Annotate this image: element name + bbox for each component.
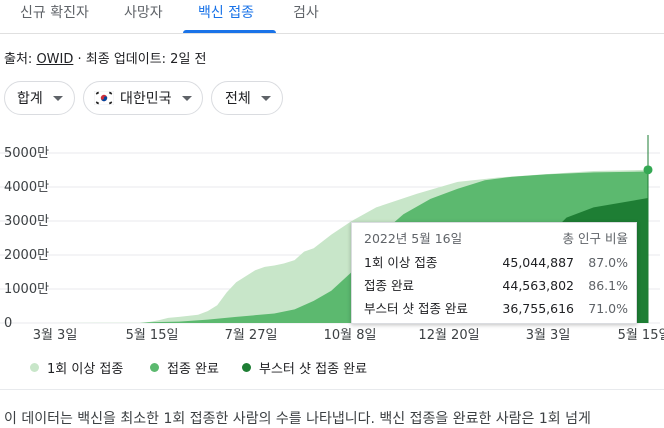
chart-tooltip: 2022년 5월 16일 총 인구 비율 1회 이상 접종 45,044,887…: [351, 222, 637, 324]
chevron-down-icon: [52, 95, 63, 101]
tooltip-row-ratio: 87.0%: [588, 255, 628, 270]
source-link[interactable]: OWID: [36, 52, 74, 67]
chevron-down-icon: [181, 95, 192, 101]
y-tick-label: 5000만: [4, 146, 49, 161]
korea-flag-icon: [94, 91, 114, 105]
y-tick-label: 4000만: [4, 180, 49, 195]
y-tick-label: 0: [4, 316, 12, 331]
tooltip-row-value: 36,755,616: [502, 301, 574, 316]
tooltip-row-value: 44,563,802: [502, 278, 574, 293]
tooltip-row-ratio: 71.0%: [588, 301, 628, 316]
tab-deaths[interactable]: 사망자: [124, 5, 163, 21]
tab-new-cases[interactable]: 신규 확진자: [20, 5, 89, 21]
filter-total-dropdown[interactable]: 합계: [4, 81, 75, 115]
active-tab-indicator: [183, 30, 276, 33]
hover-point-marker: [643, 165, 653, 175]
divider: [0, 389, 664, 390]
x-tick-label: 3월 3일: [526, 328, 571, 343]
tooltip-row-label: 1회 이상 접종: [364, 255, 438, 270]
x-tick-label: 7월 27일: [225, 328, 278, 343]
tooltip-row-label: 접종 완료: [364, 278, 414, 293]
legend-item-fully-vaccinated[interactable]: 접종 완료: [150, 358, 219, 377]
tab-vaccinations[interactable]: 백신 접종: [198, 5, 254, 21]
tooltip-date: 2022년 5월 16일: [364, 231, 463, 246]
x-tick-label: 5월 15일: [126, 328, 179, 343]
chevron-down-icon: [260, 95, 271, 101]
tooltip-row-label: 부스터 샷 접종 완료: [364, 301, 468, 316]
tooltip-col-ratio: 인구 비율: [578, 231, 628, 246]
x-tick-label: 5월 15일: [618, 328, 664, 343]
source-updated: · 최종 업데이트: 2일 전: [73, 52, 207, 67]
x-tick-label: 10월 8일: [324, 328, 377, 343]
y-tick-label: 3000만: [4, 214, 49, 229]
x-tick-label: 12월 20일: [418, 328, 479, 343]
source-prefix: 출처:: [4, 52, 37, 67]
tooltip-row-ratio: 86.1%: [588, 278, 628, 293]
x-tick-label: 3월 3일: [33, 328, 78, 343]
legend-dot-icon: [30, 363, 39, 372]
legend-label: 부스터 샷 접종 완료: [259, 362, 368, 377]
legend-item-booster[interactable]: 부스터 샷 접종 완료: [242, 358, 367, 377]
legend-item-first-dose[interactable]: 1회 이상 접종: [30, 358, 123, 377]
filter-total-label: 합계: [17, 91, 43, 107]
legend-dot-icon: [242, 363, 251, 372]
legend-label: 1회 이상 접종: [47, 362, 124, 377]
tooltip-row: 접종 완료 44,563,802 86.1%: [364, 274, 632, 298]
y-tick-label: 1000만: [4, 282, 49, 297]
legend-label: 접종 완료: [167, 362, 219, 377]
source-line: 출처: OWID · 최종 업데이트: 2일 전: [4, 48, 207, 67]
tooltip-row-value: 45,044,887: [502, 255, 574, 270]
legend-dot-icon: [150, 363, 159, 372]
tooltip-row: 1회 이상 접종 45,044,887 87.0%: [364, 251, 632, 275]
filter-range-label: 전체: [225, 91, 251, 107]
filter-country-label: 대한민국: [120, 91, 172, 107]
tooltip-header: 2022년 5월 16일 총 인구 비율: [364, 227, 632, 251]
tab-bar: 신규 확진자 사망자 백신 접종 검사: [0, 0, 664, 34]
tooltip-col-total: 총: [562, 231, 574, 246]
y-tick-label: 2000만: [4, 248, 49, 263]
tooltip-row: 부스터 샷 접종 완료 36,755,616 71.0%: [364, 297, 632, 321]
description-text: 이 데이터는 백신을 최소한 1회 접종한 사람의 수를 나타냅니다. 백신 접…: [4, 411, 591, 427]
filter-range-dropdown[interactable]: 전체: [211, 81, 283, 115]
filter-country-dropdown[interactable]: 대한민국: [83, 81, 203, 115]
tab-testing[interactable]: 검사: [293, 5, 319, 21]
